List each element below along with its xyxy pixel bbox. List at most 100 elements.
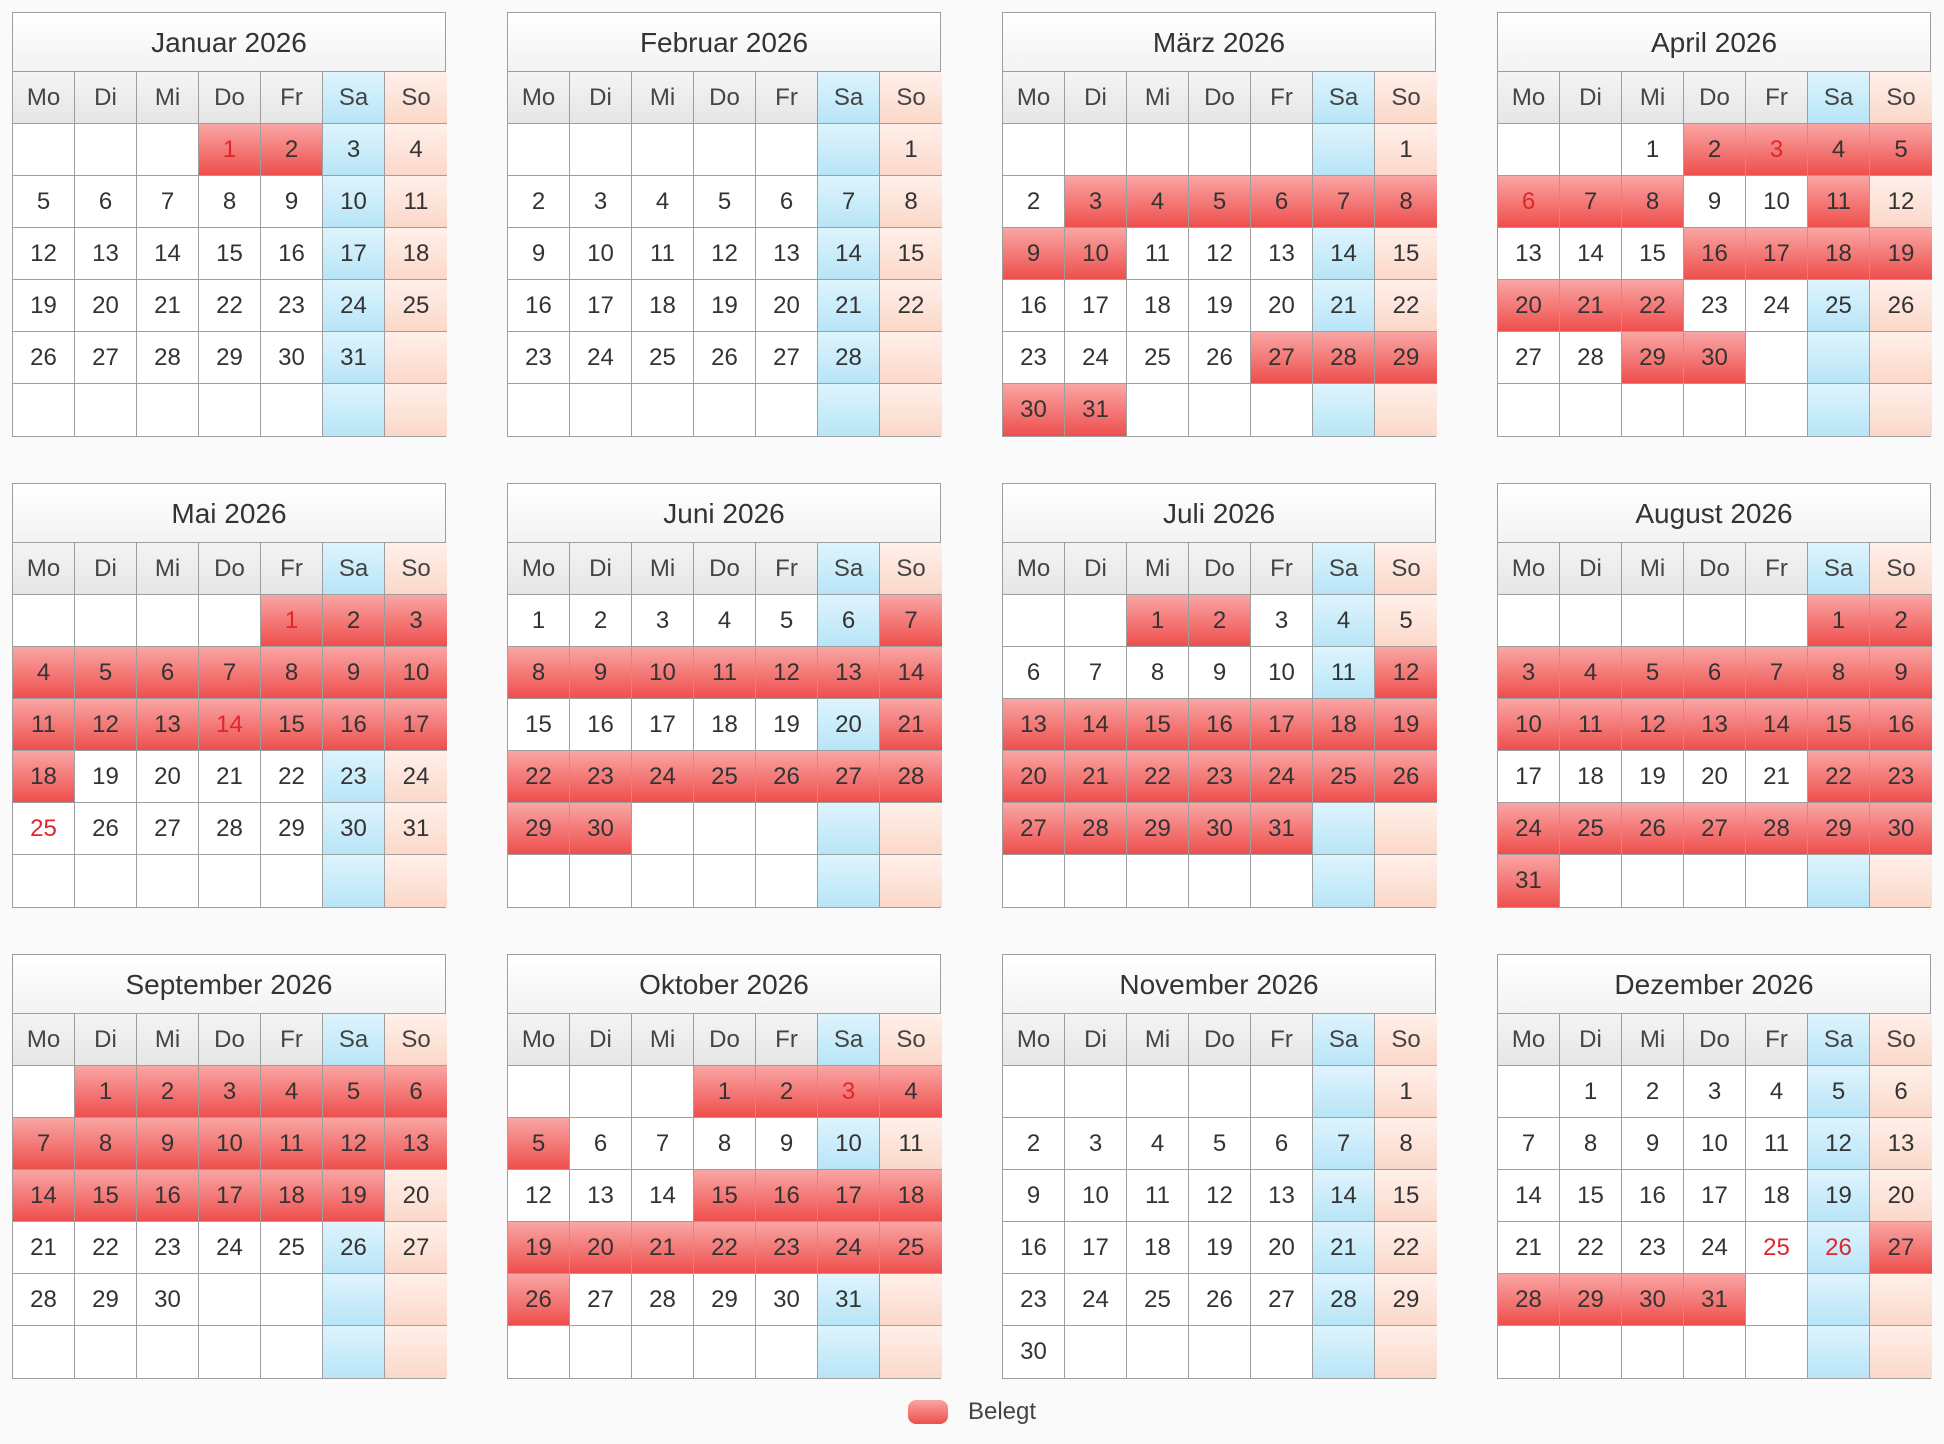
day-cell[interactable]: 22 <box>1622 280 1684 332</box>
day-cell[interactable]: 23 <box>1684 280 1746 332</box>
day-cell[interactable]: 8 <box>1560 1118 1622 1170</box>
day-cell[interactable]: 4 <box>1560 647 1622 699</box>
day-cell[interactable]: 30 <box>1189 803 1251 855</box>
day-cell[interactable]: 1 <box>1622 124 1684 176</box>
day-cell[interactable]: 17 <box>632 699 694 751</box>
day-cell[interactable]: 29 <box>1808 803 1870 855</box>
day-cell[interactable]: 23 <box>137 1222 199 1274</box>
day-cell[interactable]: 27 <box>1870 1222 1932 1274</box>
day-cell[interactable]: 26 <box>13 332 75 384</box>
day-cell[interactable]: 12 <box>1622 699 1684 751</box>
day-cell[interactable]: 19 <box>75 751 137 803</box>
day-cell[interactable]: 2 <box>1684 124 1746 176</box>
day-cell[interactable]: 20 <box>1251 1222 1313 1274</box>
day-cell[interactable]: 22 <box>508 751 570 803</box>
day-cell[interactable]: 24 <box>199 1222 261 1274</box>
day-cell[interactable]: 8 <box>261 647 323 699</box>
day-cell[interactable]: 19 <box>508 1222 570 1274</box>
day-cell[interactable]: 9 <box>570 647 632 699</box>
day-cell[interactable]: 6 <box>570 1118 632 1170</box>
day-cell[interactable]: 11 <box>1313 647 1375 699</box>
day-cell[interactable]: 1 <box>1375 1066 1437 1118</box>
day-cell[interactable]: 15 <box>261 699 323 751</box>
day-cell[interactable]: 1 <box>1808 595 1870 647</box>
day-cell[interactable]: 23 <box>570 751 632 803</box>
day-cell[interactable]: 28 <box>199 803 261 855</box>
day-cell[interactable]: 24 <box>1498 803 1560 855</box>
day-cell[interactable]: 15 <box>1375 1170 1437 1222</box>
day-cell[interactable]: 27 <box>75 332 137 384</box>
day-cell[interactable]: 12 <box>1808 1118 1870 1170</box>
day-cell[interactable]: 18 <box>880 1170 942 1222</box>
day-cell[interactable]: 2 <box>261 124 323 176</box>
day-cell[interactable]: 17 <box>570 280 632 332</box>
day-cell[interactable]: 5 <box>508 1118 570 1170</box>
day-cell[interactable]: 27 <box>1003 803 1065 855</box>
day-cell[interactable]: 3 <box>1251 595 1313 647</box>
day-cell[interactable]: 13 <box>756 228 818 280</box>
day-cell[interactable]: 29 <box>1375 1274 1437 1326</box>
day-cell[interactable]: 24 <box>1684 1222 1746 1274</box>
day-cell[interactable]: 19 <box>694 280 756 332</box>
day-cell[interactable]: 15 <box>1622 228 1684 280</box>
day-cell[interactable]: 21 <box>632 1222 694 1274</box>
day-cell[interactable]: 10 <box>199 1118 261 1170</box>
day-cell[interactable]: 4 <box>1127 1118 1189 1170</box>
day-cell[interactable]: 13 <box>1003 699 1065 751</box>
day-cell[interactable]: 10 <box>1746 176 1808 228</box>
day-cell[interactable]: 9 <box>323 647 385 699</box>
day-cell[interactable]: 28 <box>1313 332 1375 384</box>
day-cell[interactable]: 4 <box>1313 595 1375 647</box>
day-cell[interactable]: 8 <box>75 1118 137 1170</box>
day-cell[interactable]: 7 <box>13 1118 75 1170</box>
day-cell[interactable]: 23 <box>756 1222 818 1274</box>
day-cell[interactable]: 7 <box>1498 1118 1560 1170</box>
day-cell[interactable]: 6 <box>137 647 199 699</box>
day-cell[interactable]: 30 <box>1684 332 1746 384</box>
day-cell[interactable]: 7 <box>632 1118 694 1170</box>
day-cell[interactable]: 3 <box>570 176 632 228</box>
day-cell[interactable]: 2 <box>1003 176 1065 228</box>
day-cell[interactable]: 11 <box>1560 699 1622 751</box>
day-cell[interactable]: 21 <box>137 280 199 332</box>
day-cell[interactable]: 9 <box>1003 228 1065 280</box>
day-cell[interactable]: 26 <box>323 1222 385 1274</box>
day-cell[interactable]: 15 <box>694 1170 756 1222</box>
day-cell[interactable]: 13 <box>75 228 137 280</box>
day-cell[interactable]: 28 <box>13 1274 75 1326</box>
day-cell[interactable]: 18 <box>632 280 694 332</box>
day-cell[interactable]: 17 <box>1684 1170 1746 1222</box>
day-cell[interactable]: 30 <box>261 332 323 384</box>
day-cell[interactable]: 16 <box>570 699 632 751</box>
day-cell[interactable]: 3 <box>818 1066 880 1118</box>
day-cell[interactable]: 17 <box>1498 751 1560 803</box>
day-cell[interactable]: 10 <box>1684 1118 1746 1170</box>
day-cell[interactable]: 25 <box>13 803 75 855</box>
day-cell[interactable]: 30 <box>570 803 632 855</box>
day-cell[interactable]: 27 <box>385 1222 447 1274</box>
day-cell[interactable]: 24 <box>323 280 385 332</box>
day-cell[interactable]: 17 <box>818 1170 880 1222</box>
day-cell[interactable]: 14 <box>880 647 942 699</box>
day-cell[interactable]: 14 <box>199 699 261 751</box>
day-cell[interactable]: 11 <box>385 176 447 228</box>
day-cell[interactable]: 20 <box>1251 280 1313 332</box>
day-cell[interactable]: 13 <box>570 1170 632 1222</box>
day-cell[interactable]: 29 <box>261 803 323 855</box>
day-cell[interactable]: 7 <box>818 176 880 228</box>
day-cell[interactable]: 21 <box>1313 1222 1375 1274</box>
day-cell[interactable]: 29 <box>1622 332 1684 384</box>
day-cell[interactable]: 15 <box>199 228 261 280</box>
day-cell[interactable]: 24 <box>570 332 632 384</box>
day-cell[interactable]: 17 <box>323 228 385 280</box>
day-cell[interactable]: 24 <box>1746 280 1808 332</box>
day-cell[interactable]: 9 <box>1003 1170 1065 1222</box>
day-cell[interactable]: 3 <box>199 1066 261 1118</box>
day-cell[interactable]: 3 <box>1746 124 1808 176</box>
day-cell[interactable]: 15 <box>75 1170 137 1222</box>
day-cell[interactable]: 11 <box>632 228 694 280</box>
day-cell[interactable]: 31 <box>1498 855 1560 907</box>
day-cell[interactable]: 21 <box>199 751 261 803</box>
day-cell[interactable]: 17 <box>1746 228 1808 280</box>
day-cell[interactable]: 21 <box>1498 1222 1560 1274</box>
